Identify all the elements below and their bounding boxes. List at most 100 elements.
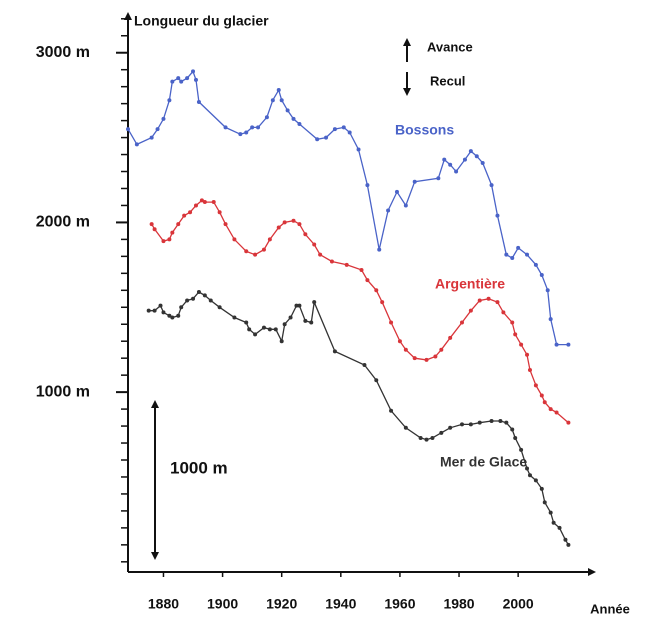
data-point — [182, 213, 187, 218]
data-point — [244, 249, 249, 254]
series-label: Argentière — [435, 276, 505, 292]
data-point — [176, 313, 181, 318]
data-point — [332, 349, 337, 354]
data-point — [430, 435, 435, 440]
data-point — [347, 130, 352, 135]
data-point — [365, 183, 370, 188]
data-point — [282, 220, 287, 225]
data-point — [297, 303, 302, 308]
data-point — [519, 342, 524, 347]
data-point — [161, 239, 166, 244]
data-point — [480, 161, 485, 166]
data-point — [202, 200, 207, 205]
data-point — [495, 300, 500, 305]
data-point — [161, 310, 166, 315]
data-point — [486, 296, 491, 301]
y-tick-label: 1000 m — [36, 383, 90, 400]
data-point — [223, 125, 228, 130]
data-point — [539, 486, 544, 491]
data-point — [557, 525, 562, 530]
data-point — [548, 317, 553, 322]
data-point — [341, 125, 346, 130]
data-point — [170, 230, 175, 235]
data-point — [191, 69, 196, 74]
data-point — [533, 478, 538, 483]
data-point — [403, 425, 408, 430]
data-point — [267, 237, 272, 242]
data-point — [170, 79, 175, 84]
data-point — [525, 252, 530, 257]
data-point — [217, 305, 222, 310]
data-point — [158, 303, 163, 308]
data-point — [504, 420, 509, 425]
data-point — [264, 115, 269, 120]
data-point — [380, 300, 385, 305]
data-point — [267, 327, 272, 332]
data-point — [448, 335, 453, 340]
data-point — [285, 108, 290, 113]
data-point — [439, 347, 444, 352]
data-point — [193, 203, 198, 208]
data-point — [279, 98, 284, 103]
data-point — [359, 267, 364, 272]
data-point — [297, 122, 302, 126]
data-point — [146, 308, 151, 313]
data-point — [247, 327, 252, 332]
data-point — [412, 356, 417, 361]
data-point — [149, 135, 154, 140]
data-point — [533, 383, 538, 388]
retreat-label: Recul — [430, 73, 465, 88]
data-point — [448, 425, 453, 430]
data-point — [566, 542, 571, 547]
data-point — [199, 198, 204, 203]
data-point — [474, 154, 479, 159]
data-point — [185, 76, 190, 81]
data-point — [433, 354, 438, 359]
series-line — [148, 291, 569, 546]
y-tick-label: 2000 m — [36, 214, 90, 231]
data-point — [527, 368, 532, 373]
data-point — [389, 408, 394, 413]
data-point — [513, 435, 518, 440]
data-point — [403, 347, 408, 352]
x-tick-label: 1880 — [148, 596, 179, 612]
advance-label: Avance — [427, 39, 473, 54]
data-point — [170, 315, 175, 320]
data-point — [312, 300, 317, 305]
data-point — [510, 256, 515, 261]
data-point — [489, 183, 494, 188]
x-tick-label: 1980 — [443, 596, 474, 612]
y-tick-label: 3000 m — [36, 44, 90, 61]
x-tick-label: 1960 — [384, 596, 415, 612]
data-point — [477, 298, 482, 303]
data-point — [436, 176, 441, 181]
data-point — [554, 342, 559, 347]
data-point — [448, 162, 453, 167]
series-label: Bossons — [395, 122, 454, 138]
data-point — [527, 473, 532, 478]
data-point — [324, 135, 329, 140]
data-point — [344, 262, 349, 267]
data-point — [223, 222, 228, 227]
data-point — [176, 222, 181, 227]
data-point — [309, 320, 314, 325]
data-point — [365, 278, 370, 283]
data-point — [276, 88, 281, 93]
data-point — [202, 293, 207, 298]
data-point — [303, 318, 308, 323]
data-point — [548, 510, 553, 515]
data-point — [539, 273, 544, 278]
data-point — [279, 339, 284, 344]
data-point — [253, 252, 258, 257]
data-point — [377, 247, 382, 252]
data-point — [454, 169, 459, 174]
data-point — [498, 418, 503, 423]
data-point — [374, 378, 379, 383]
data-point — [374, 288, 379, 293]
data-point — [261, 247, 266, 252]
data-point — [276, 225, 281, 230]
data-point — [297, 222, 302, 227]
data-point — [525, 352, 530, 357]
data-point — [566, 420, 571, 425]
data-point — [554, 410, 559, 415]
